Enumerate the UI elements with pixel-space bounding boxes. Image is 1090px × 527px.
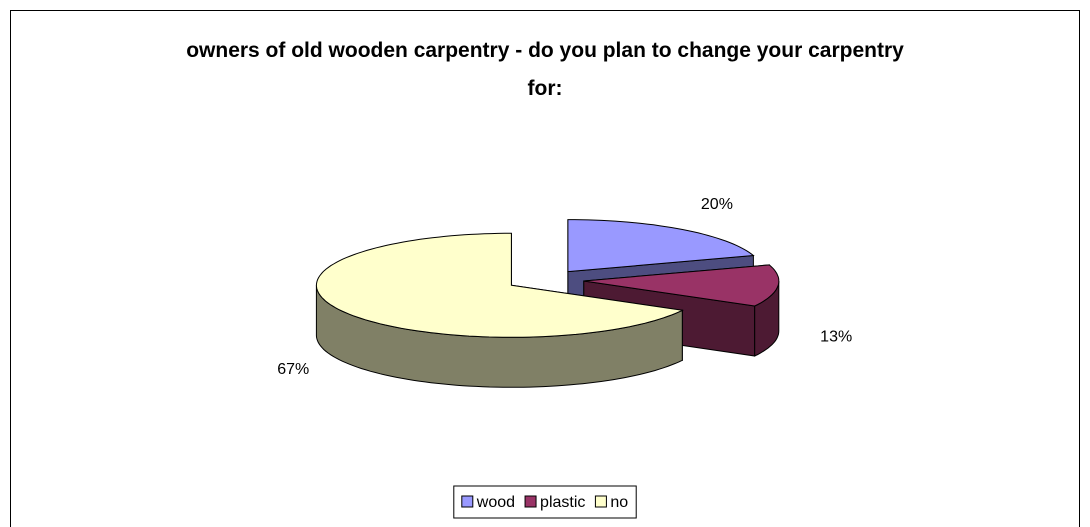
legend-label: no: [610, 494, 628, 511]
legend-label: plastic: [540, 494, 585, 511]
legend: wood plastic no: [453, 485, 637, 519]
chart-title: owners of old wooden carpentry - do you …: [186, 39, 904, 100]
pie-slice: [583, 264, 780, 307]
legend-swatch: [594, 495, 607, 508]
title-box: owners of old wooden carpentry - do you …: [0, 32, 1090, 108]
chart-frame: [10, 10, 1080, 527]
legend-swatch: [461, 495, 474, 508]
data-label: 20%: [701, 196, 733, 213]
legend-label: wood: [476, 494, 515, 511]
legend-swatch: [524, 495, 537, 508]
pie-slice: [315, 232, 685, 338]
pie-slice-group: [315, 232, 685, 388]
data-label: 13%: [820, 329, 852, 346]
pie-slice: [567, 219, 755, 273]
data-label: 67%: [277, 361, 309, 378]
